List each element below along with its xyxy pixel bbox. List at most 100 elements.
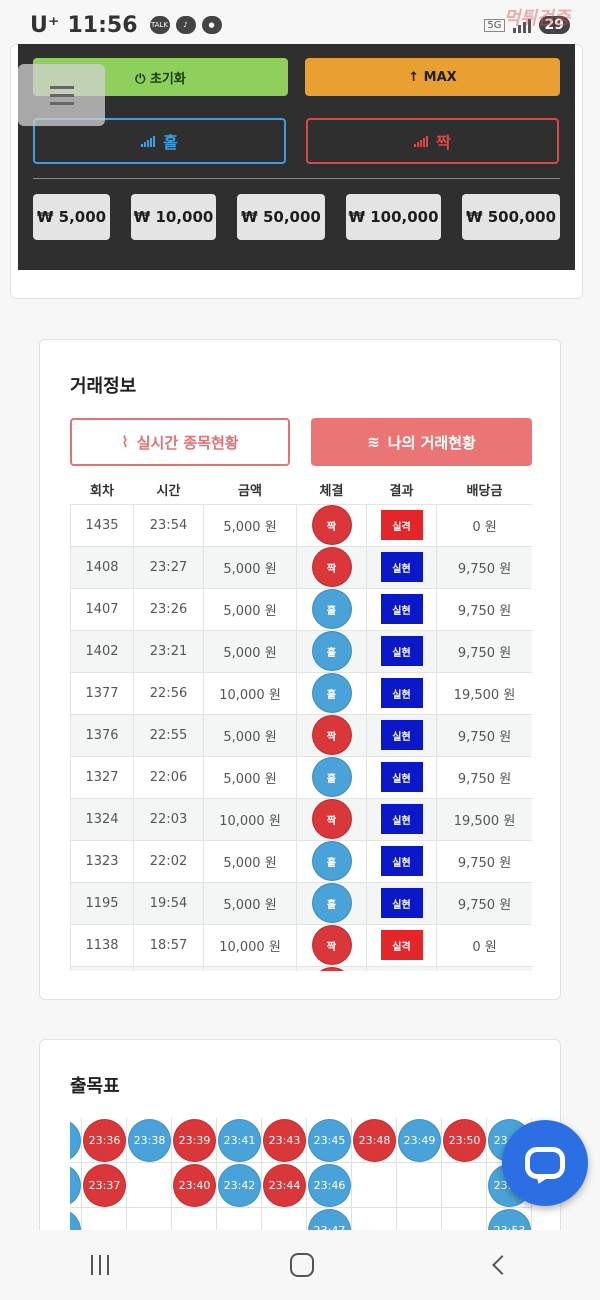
table-row: 1376 22:55 5,000 원 짝 실현 9,750 원 [70, 713, 532, 757]
result-badge: 실현 [380, 846, 423, 876]
tiktok-icon: ♪ [175, 16, 196, 34]
table-row: 1138 18:57 10,000 원 짝 실격 0 원 [70, 923, 532, 967]
grid-cell [172, 1118, 217, 1163]
grid-cell [70, 1163, 82, 1208]
column-header: 결과 [389, 484, 414, 500]
talk-icon: TALK [149, 16, 170, 34]
pick-cell: 홀 [296, 839, 367, 883]
result-grid[interactable]: 23:36 23:37 23:38 23:39 23:40 23:41 23:42 23:43… [70, 1118, 532, 1238]
pick-badge: 홀 [311, 673, 352, 713]
pick-badge: 홀 [311, 841, 352, 881]
result-cell: 실현 [366, 839, 437, 883]
time-cell: 23:54 [133, 503, 204, 547]
tab-live-label: 실시간 종목현황 [136, 433, 239, 452]
clock: 11:56 [67, 12, 138, 38]
result-badge: 실현 [380, 888, 423, 918]
back-icon[interactable] [492, 1255, 513, 1275]
pick-badge: 짝 [311, 715, 352, 755]
menu-button[interactable] [18, 64, 105, 126]
tab-my-trades[interactable]: ≋ 나의 거래현황 [311, 418, 532, 466]
round-cell: 1435 [70, 503, 134, 547]
menu-icon-line [49, 93, 74, 97]
grid-cell [397, 1208, 442, 1238]
pulse-icon: ⌇ [121, 433, 129, 451]
odd-button[interactable]: 홀 [33, 118, 286, 164]
result-cell: 실현 [366, 587, 437, 631]
tab-live-status[interactable]: ⌇ 실시간 종목현황 [70, 418, 290, 466]
time-cell: 23:21 [133, 629, 204, 673]
result-ball: 23:37 [83, 1164, 126, 1207]
table-row: 1402 23:21 5,000 원 홀 실현 9,750 원 [70, 629, 532, 673]
result-cell: 실격 [366, 923, 437, 967]
trade-table-scroll[interactable]: 회차 시간 금액 체결 결과 배당금 1435 23:54 5,000 원 짝 실격 0 원 1408… [70, 476, 532, 971]
carrier-label: U⁺ [30, 12, 60, 38]
result-cell [366, 965, 437, 971]
round-cell: 1323 [70, 839, 134, 883]
grid-cell [397, 1163, 442, 1208]
grid-cell [442, 1118, 487, 1163]
battery-icon: 29 [538, 16, 570, 34]
round-cell: 1408 [70, 545, 134, 589]
amount-cell: 10,000 원 [203, 671, 297, 715]
payout-cell: 9,750 원 [436, 839, 532, 883]
odd-label: 홀 [163, 133, 178, 152]
grid-cell [82, 1208, 127, 1238]
max-button[interactable]: ↑ MAX [305, 58, 560, 96]
round-cell [70, 965, 134, 971]
amount-cell: 5,000 원 [203, 545, 297, 589]
time-cell: 19:54 [133, 881, 204, 925]
result-ball: 23:45 [308, 1119, 351, 1162]
grid-cell [172, 1208, 217, 1238]
result-cell: 실현 [366, 713, 437, 757]
chip-5000-button[interactable]: ₩ 5,000 [33, 194, 110, 240]
table-row: 1195 19:54 5,000 원 홀 실현 9,750 원 [70, 881, 532, 925]
round-cell: 1407 [70, 587, 134, 631]
chip-500000-button[interactable]: ₩ 500,000 [462, 194, 560, 240]
result-ball: 23:43 [263, 1119, 306, 1162]
payout-cell: 9,750 원 [436, 587, 532, 631]
amount-cell: 5,000 원 [203, 839, 297, 883]
table-row: 1407 23:26 5,000 원 홀 실현 9,750 원 [70, 587, 532, 631]
amount-cell: 5,000 원 [203, 629, 297, 673]
time-cell: 22:56 [133, 671, 204, 715]
amount-cell: 5,000 원 [203, 503, 297, 547]
chip-50000-button[interactable]: ₩ 50,000 [237, 194, 325, 240]
grid-cell [217, 1208, 262, 1238]
result-badge: 실현 [380, 720, 423, 750]
recent-apps-icon[interactable] [90, 1255, 109, 1275]
payout-cell: 19,500 원 [436, 797, 532, 841]
chip-10000-button[interactable]: ₩ 10,000 [131, 194, 216, 240]
grid-cell [352, 1118, 397, 1163]
result-cell: 실현 [366, 671, 437, 715]
chat-button[interactable] [502, 1120, 588, 1206]
round-cell: 1138 [70, 923, 134, 967]
payout-cell: 0 원 [436, 923, 532, 967]
round-cell: 1376 [70, 713, 134, 757]
table-row: 1323 22:02 5,000 원 홀 실현 9,750 원 [70, 839, 532, 883]
pick-badge: 홀 [311, 757, 352, 797]
trade-info-card: 거래정보 ⌇ 실시간 종목현황 ≋ 나의 거래현황 회차 시간 금액 체결 결과 배당금 … [39, 339, 561, 1000]
menu-icon-line [49, 101, 74, 105]
grid-cell [70, 1118, 82, 1163]
pick-cell: 짝 [296, 923, 367, 967]
result-badge: 실격 [380, 510, 423, 540]
pick-cell: 홀 [296, 629, 367, 673]
grid-cell [82, 1118, 127, 1163]
pick-badge: 짝 [311, 505, 352, 545]
menu-icon-line [49, 85, 74, 89]
even-button[interactable]: 짝 [306, 118, 559, 164]
waves-icon: ≋ [367, 433, 380, 451]
table-row: 1408 23:27 5,000 원 짝 실현 9,750 원 [70, 545, 532, 589]
grid-cell [352, 1208, 397, 1238]
grid-cell [307, 1118, 352, 1163]
chip-100000-button[interactable]: ₩ 100,000 [346, 194, 441, 240]
payout-cell: 0 원 [436, 503, 532, 547]
time-cell: 23:26 [133, 587, 204, 631]
pick-badge: 홀 [311, 631, 352, 671]
grid-cell [127, 1208, 172, 1238]
signal-bars-icon [141, 135, 156, 147]
table-row: 1435 23:54 5,000 원 짝 실격 0 원 [70, 503, 532, 547]
time-cell: 18:57 [133, 923, 204, 967]
home-icon[interactable] [289, 1253, 314, 1277]
result-badge: 실격 [380, 930, 423, 960]
